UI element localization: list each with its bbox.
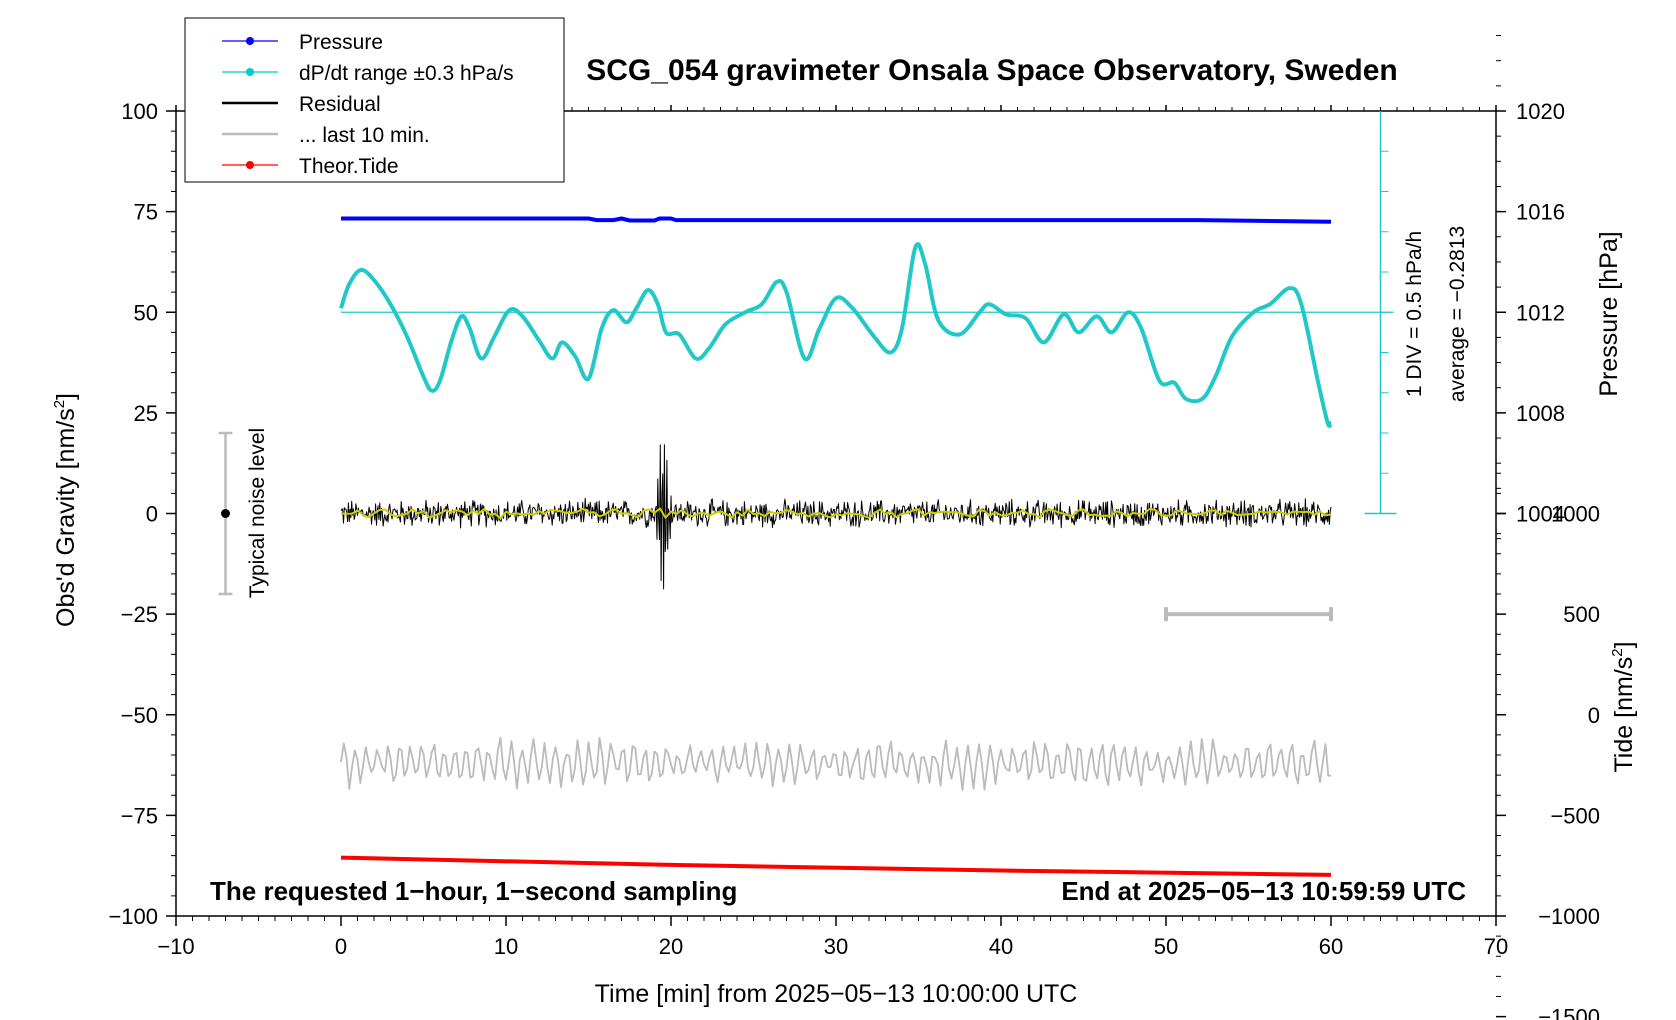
residual-series [340, 444, 1332, 590]
y-axis-label: Obs'd Gravity [nm/s2] [51, 393, 80, 627]
tide-tick-label: −500 [1550, 803, 1600, 828]
legend-box [184, 17, 565, 183]
average-label: average = −0.2813 [1446, 226, 1469, 402]
x-tick-label: 60 [1319, 934, 1343, 959]
legend-label: Residual [299, 93, 381, 116]
last10-series [340, 736, 1331, 792]
x-tick-label: −10 [157, 934, 194, 959]
tide-tick-label: 0 [1588, 703, 1600, 728]
div-label: 1 DIV = 0.5 hPa/h [1403, 231, 1426, 397]
pressure-axis-label: Pressure [hPa] [1595, 231, 1623, 396]
x-tick-label: 20 [659, 934, 683, 959]
x-tick-label: 30 [824, 934, 848, 959]
tide-tick-label: 1000 [1551, 502, 1600, 527]
y-tick-label: 100 [121, 99, 158, 124]
tide-axis: 1000 500 0 −500 −1000 −1500 [1496, 472, 1600, 1020]
y-tick-label: −75 [121, 803, 158, 828]
noise-label: Typical noise level [246, 428, 269, 598]
tide-tick-label: −1000 [1538, 904, 1600, 929]
tide-series [340, 855, 1332, 877]
y-tick-label: −100 [108, 904, 158, 929]
x-tick-label: 50 [1154, 934, 1178, 959]
residual-smoothed-series [340, 507, 1332, 520]
y-tick-label: 25 [134, 401, 158, 426]
x-tick-label: 40 [989, 934, 1013, 959]
legend-label: dP/dt range ±0.3 hPa/s [299, 62, 514, 85]
legend-marker [246, 37, 254, 45]
noise-bar-dot [221, 509, 230, 518]
legend: Pressure dP/dt range ±0.3 hPa/s Residual..… [184, 17, 565, 183]
tide-tick-label: −1500 [1538, 1005, 1600, 1020]
pressure-tick-label: 1004 [1516, 502, 1565, 527]
x-tick-label: 0 [335, 934, 347, 959]
legend-label: ... last 10 min. [299, 124, 430, 147]
dpdt-series [339, 242, 1333, 429]
pressure-axis: 1020 1016 1012 1008 1004 [1496, 35, 1565, 540]
legend-label: Pressure [299, 31, 383, 54]
y-tick-label: −50 [121, 703, 158, 728]
x-axis: −10 0 10 20 30 40 50 60 70 [157, 105, 1508, 959]
y-axis: 100 75 50 25 0 −25 −50 −75 −100 [108, 99, 176, 929]
legend-marker [246, 68, 254, 76]
y-tick-label: 0 [146, 502, 158, 527]
sampling-note: The requested 1−hour, 1−second sampling [210, 876, 737, 906]
pressure-series [341, 216, 1332, 224]
y-tick-label: −25 [121, 602, 158, 627]
x-axis-label: Time [min] from 2025−05−13 10:00:00 UTC [595, 980, 1078, 1008]
end-time-note: End at 2025−05−13 10:59:59 UTC [1061, 876, 1466, 906]
tide-tick-label: 500 [1563, 602, 1600, 627]
x-tick-label: 70 [1484, 934, 1508, 959]
pressure-tick-label: 1020 [1516, 99, 1565, 124]
pressure-tick-label: 1016 [1516, 200, 1565, 225]
y-tick-label: 50 [134, 300, 158, 325]
legend-marker [246, 161, 254, 169]
legend-label: Theor.Tide [299, 155, 399, 178]
x-tick-label: 10 [494, 934, 518, 959]
data-series [218, 216, 1394, 877]
pressure-tick-label: 1008 [1516, 401, 1565, 426]
y-tick-label: 75 [134, 200, 158, 225]
pressure-tick-label: 1012 [1516, 300, 1565, 325]
chart-title: SCG_054 gravimeter Onsala Space Observat… [586, 54, 1398, 87]
tide-axis-label: Tide [nm/s2] [1609, 641, 1638, 772]
